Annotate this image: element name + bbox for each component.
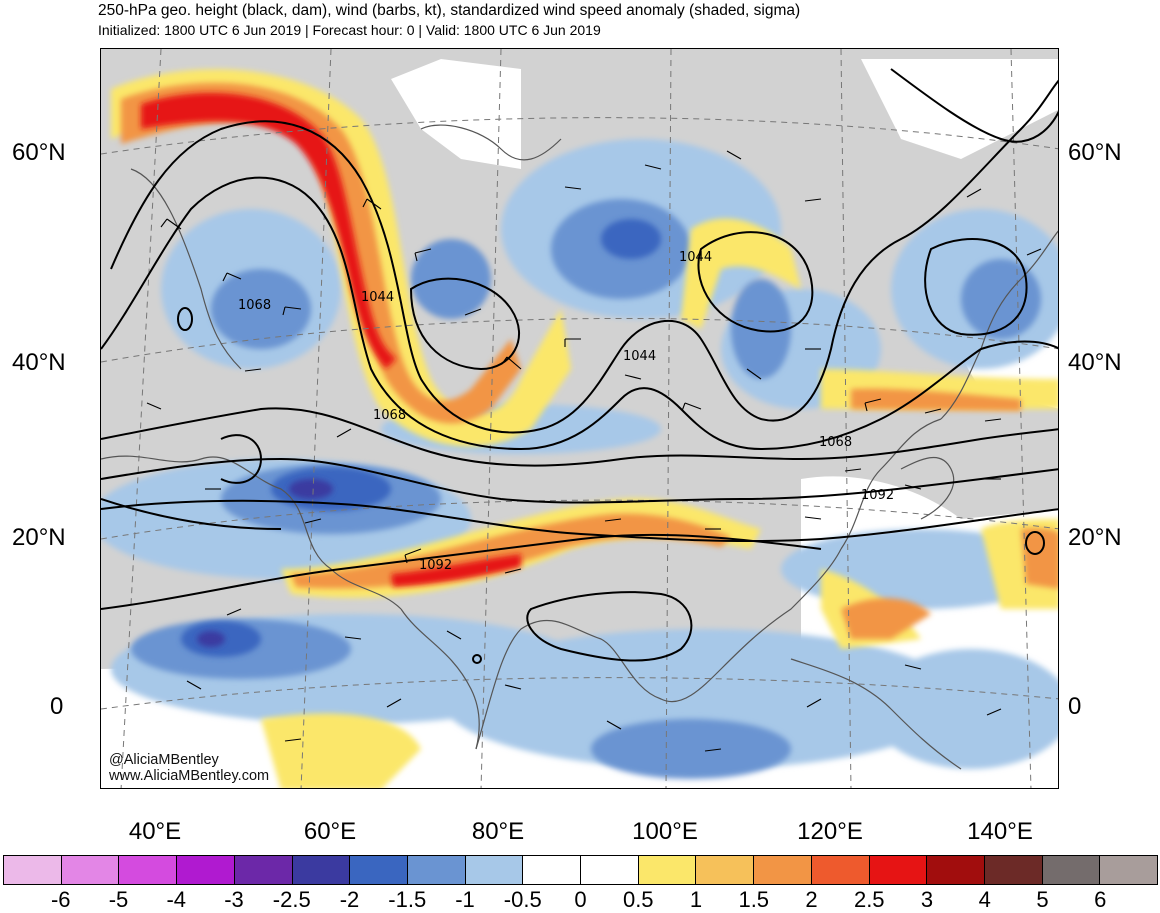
contour-label: 1068 [238,298,271,313]
contour-label: 1068 [373,408,406,423]
credit-handle: @AliciaMBentley [109,752,219,768]
lon-label: 120°E [797,818,863,845]
colorbar-swatch [984,856,1043,884]
lon-label: 60°E [303,818,357,845]
colorbar-swatch [407,856,466,884]
colorbar-swatch [523,856,582,884]
colorbar-tick-label: -4 [166,887,187,912]
colorbar-tick-label: -0.5 [503,887,542,912]
colorbar-tick-label: -6 [50,887,71,912]
lat-label-left: 40°N [12,349,66,376]
colorbar-tick-label: 1.5 [738,887,770,912]
colorbar-tick-label: -1.5 [388,887,427,912]
height-contours [101,68,1058,664]
colorbar-swatch [177,856,235,884]
lon-label: 140°E [967,818,1033,845]
colorbar-swatch [869,856,928,884]
weather-map: 1068 1044 1044 1044 1068 1068 1092 1092 … [100,48,1059,789]
colorbar-tick-label: -3 [224,887,244,912]
colorbar-swatch [1042,856,1101,884]
chart-subtitle: Initialized: 1800 UTC 6 Jun 2019 | Forec… [98,22,601,38]
colorbar-tick-label: -2.5 [272,887,311,912]
colorbar-tick-label: 1 [689,887,703,912]
lon-label: 100°E [632,818,698,845]
colorbar-tick-label: 2 [805,887,818,912]
colorbar-swatch [4,856,62,884]
lat-label-right: 0 [1068,693,1082,720]
shading-purple [197,479,333,647]
colorbar-swatch [927,856,985,884]
colorbar-swatch [638,856,697,884]
lat-label-right: 40°N [1068,349,1122,376]
contour-label: 1044 [623,349,656,364]
lat-label-right: 60°N [1068,139,1122,166]
colorbar-tick-label: 6 [1094,887,1107,912]
lon-label: 40°E [128,818,182,845]
colorbar-swatch [292,856,351,884]
colorbar-swatch [811,856,870,884]
colorbar-tick-label: 4 [978,887,991,912]
lat-label-left: 0 [50,693,64,720]
colorbar-swatch [696,856,755,884]
colorbar-ticks: -6 -5 -4 -3 -2.5 -2 -1.5 -1 -0.5 0 0.5 1 1.5 2 2.5 3 4 5 6 [0,885,1160,912]
colorbar-tick-label: -2 [339,887,360,912]
shading-red [141,92,521,587]
colorbar-swatch [465,856,524,884]
colorbar-swatch [1100,856,1158,884]
lat-label-left: 20°N [12,524,66,551]
colorbar-tick-label: 2.5 [853,887,885,912]
contour-label: 1092 [861,488,894,503]
colorbar-swatch [119,856,178,884]
chart-title: 250-hPa geo. height (black, dam), wind (… [98,2,801,19]
colorbar-swatch [61,856,120,884]
colorbar-swatch [234,856,293,884]
lat-label-left: 60°N [12,139,66,166]
lat-label-right: 20°N [1068,524,1122,551]
coastlines [101,124,1058,770]
credit-url[interactable]: www.AliciaMBentley.com [109,768,270,784]
colorbar [3,855,1158,885]
colorbar-tick-label: -5 [108,887,129,912]
colorbar-tick-label: 3 [920,887,934,912]
colorbar-tick-label: 0.5 [622,887,654,912]
colorbar-swatch [754,856,812,884]
wind-barbs [146,150,1042,752]
map-canvas: 1068 1044 1044 1044 1068 1068 1092 1092 [101,49,1058,788]
colorbar-swatch [581,856,639,884]
contour-label: 1044 [361,290,394,305]
contour-label: 1092 [419,558,452,573]
contour-labels: 1068 1044 1044 1044 1068 1068 1092 1092 [238,250,894,573]
colorbar-tick-label: 5 [1036,887,1049,912]
colorbar-swatch [350,856,408,884]
colorbar-tick-label: -1 [455,887,475,912]
graticule [101,49,1058,788]
lon-label: 80°E [471,818,525,845]
colorbar-tick-label: 0 [574,887,587,912]
contour-label: 1068 [819,435,852,450]
contour-label: 1044 [679,250,712,265]
